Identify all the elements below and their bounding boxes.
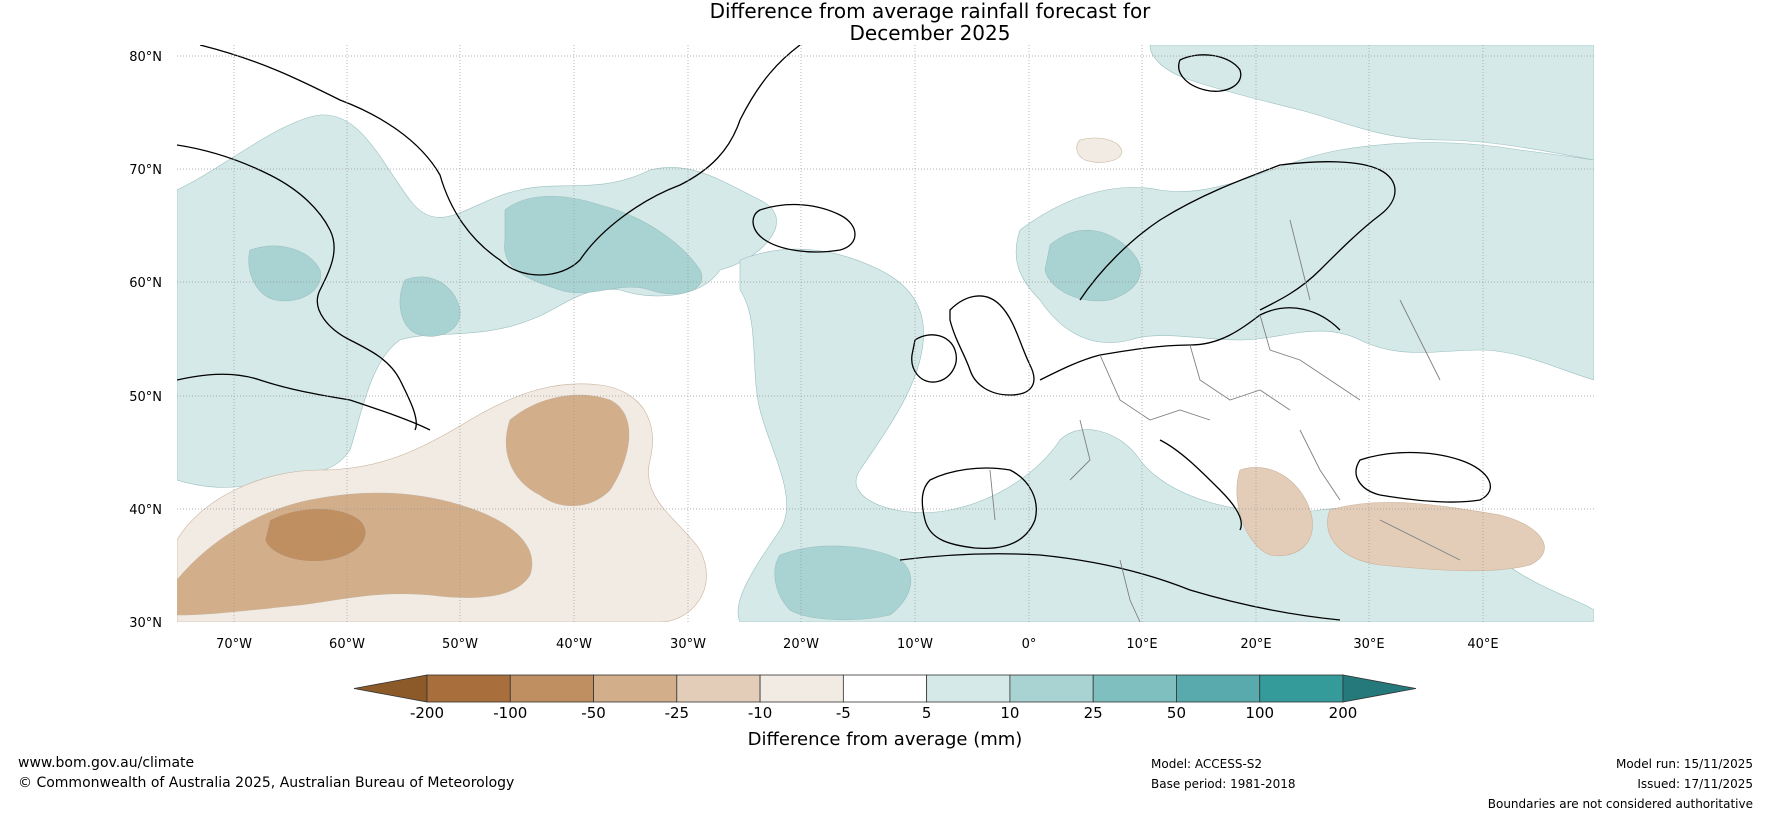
wet-area-scandinavia (1015, 142, 1594, 381)
lon-label: 50°W (442, 637, 478, 652)
colorbar-box (1259, 674, 1344, 703)
latitude-labels: 80°N 70°N 60°N 50°N 40°N 30°N (129, 50, 162, 631)
colorbar-box (1176, 674, 1261, 703)
lon-label: 10°E (1126, 637, 1157, 652)
colorbar-box (509, 674, 594, 703)
lon-label: 0° (1022, 637, 1037, 652)
lon-label: 20°W (783, 637, 819, 652)
dry-area-north-sea-small (1076, 137, 1123, 163)
coast-iberia (921, 467, 1037, 550)
colorbar-tick-label: 200 (1329, 704, 1358, 722)
map-panel (177, 45, 1594, 622)
lat-label: 40°N (129, 503, 162, 518)
lon-label: 40°E (1467, 637, 1498, 652)
border-7 (1299, 429, 1341, 501)
colorbar-box (676, 674, 761, 703)
border-10 (1399, 299, 1441, 381)
colorbar-box (1009, 674, 1094, 703)
colorbar-box (842, 674, 928, 703)
longitude-labels: 70°W 60°W 50°W 40°W 30°W 20°W 10°W 0° 10°E 20°E 30… (216, 637, 1499, 652)
copyright-text: © Commonwealth of Australia 2025, Austra… (18, 775, 515, 791)
lon-label: 30°E (1353, 637, 1384, 652)
dry-area-turkey (1327, 502, 1545, 572)
lat-label: 70°N (129, 163, 162, 178)
border-4 (1289, 219, 1311, 301)
lon-label: 70°W (216, 637, 252, 652)
wet-area-greenland-sea (504, 196, 703, 295)
colorbar-box (426, 674, 511, 703)
base-period-text: Base period: 1981-2018 (1151, 777, 1296, 791)
border-6 (989, 469, 996, 521)
colorbar-tick-label: 10 (1000, 704, 1019, 722)
lon-label: 20°E (1240, 637, 1271, 652)
coast-iceland (752, 203, 856, 253)
wet-area-mediterranean (774, 545, 912, 621)
colorbar-tick-label: -50 (581, 704, 606, 722)
border-2 (1189, 344, 1291, 411)
coast-canada-north (177, 144, 417, 431)
border-5 (1069, 419, 1091, 481)
title-line-2: December 2025 (849, 21, 1011, 45)
colorbar-tick-label: -200 (410, 704, 444, 722)
colorbar-box (593, 674, 678, 703)
coast-scandinavia (1079, 161, 1396, 311)
border-9 (1379, 519, 1461, 561)
dry-area-sargasso (177, 492, 533, 616)
coast-great-britain (949, 295, 1035, 396)
colorbar-label: Difference from average (mm) (748, 729, 1023, 750)
border-3 (1259, 314, 1361, 401)
lat-label: 80°N (129, 50, 162, 65)
dry-anomaly-areas (177, 137, 1545, 622)
website-text: www.bom.gov.au/climate (18, 755, 195, 771)
colorbar-tick-label: -100 (493, 704, 527, 722)
model-run-text: Model run: 15/11/2025 (1615, 757, 1753, 771)
colorbar-tick-label: -5 (836, 704, 851, 722)
coast-italy (1159, 439, 1242, 531)
disclaimer-text: Boundaries are not considered authoritat… (1487, 797, 1753, 811)
coast-north-africa (899, 553, 1341, 621)
colorbar-tick-label: -10 (748, 704, 773, 722)
coast-black-sea (1355, 451, 1492, 503)
issued-text: Issued: 17/11/2025 (1637, 777, 1753, 791)
lon-label: 60°W (329, 637, 365, 652)
border-8 (1119, 559, 1141, 622)
colorbar-tick-label: 5 (922, 704, 932, 722)
wet-area-norway (1044, 229, 1141, 302)
colorbar-box (1092, 674, 1177, 703)
border-1 (1099, 354, 1211, 421)
lon-label: 40°W (556, 637, 592, 652)
lat-label: 50°N (129, 390, 162, 405)
coast-greenland (199, 45, 801, 276)
colorbar-box (759, 674, 844, 703)
lat-label: 30°N (129, 616, 162, 631)
gridlines (177, 45, 1594, 622)
wet-anomaly-areas (177, 45, 1594, 622)
lon-label: 30°W (670, 637, 706, 652)
coast-ireland (911, 334, 957, 383)
wet-area-arctic (1149, 45, 1594, 161)
colorbar: -200 -100 -50 -25 -10 -5 5 10 25 50 100 200 (353, 674, 1417, 722)
lon-label: 10°W (897, 637, 933, 652)
coast-svalbard (1178, 54, 1242, 92)
colorbar-tick-label: 25 (1084, 704, 1103, 722)
colorbar-tick-label: 100 (1245, 704, 1274, 722)
colorbar-extend-low (353, 674, 428, 703)
title-line-1: Difference from average rainfall forecas… (709, 0, 1151, 23)
country-borders (989, 219, 1461, 622)
wet-area-labrador (399, 276, 461, 337)
colorbar-tick-label: -25 (665, 704, 690, 722)
dry-area-azores (506, 394, 630, 506)
model-text: Model: ACCESS-S2 (1151, 757, 1263, 771)
lat-label: 60°N (129, 276, 162, 291)
wet-area-baffin (248, 245, 321, 302)
colorbar-extend-high (1342, 674, 1417, 703)
dry-area-sargasso-core (264, 508, 367, 562)
coast-labrador (177, 373, 431, 431)
colorbar-tick-label: 50 (1167, 704, 1186, 722)
colorbar-box (926, 674, 1011, 703)
